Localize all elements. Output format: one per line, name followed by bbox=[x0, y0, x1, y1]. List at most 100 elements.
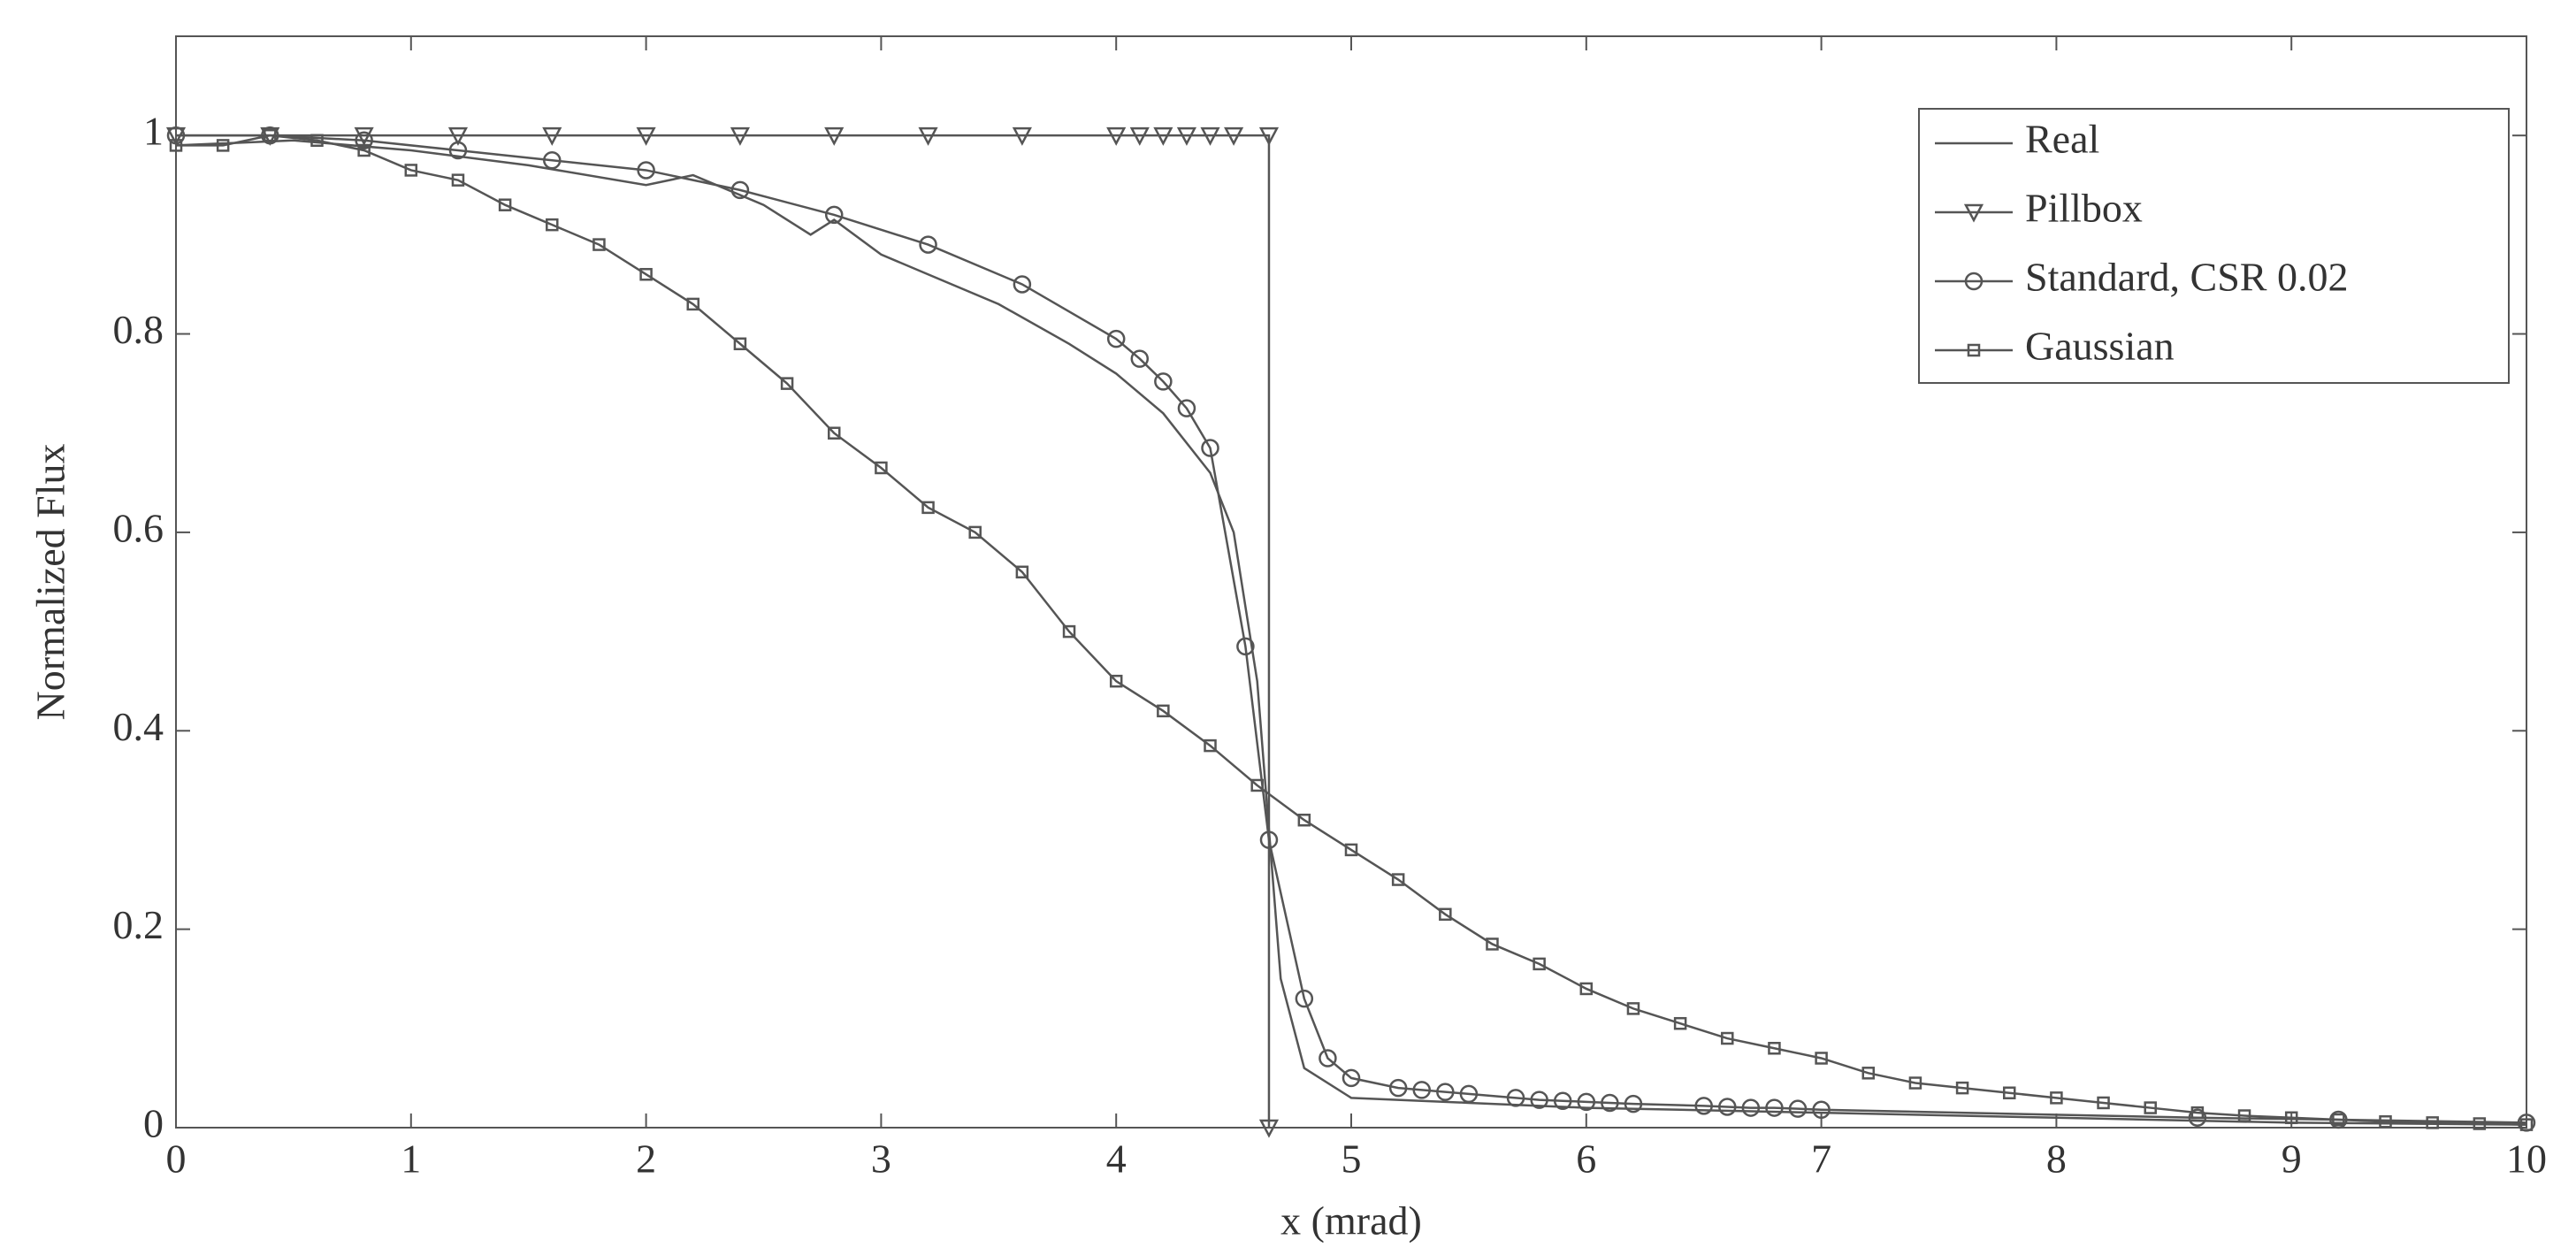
marker-square bbox=[1015, 565, 1029, 579]
marker-square bbox=[1204, 738, 1217, 753]
marker-square bbox=[1955, 1081, 1969, 1095]
marker-square bbox=[1157, 704, 1170, 718]
marker-square bbox=[1062, 624, 1076, 639]
marker-square bbox=[2519, 1118, 2534, 1131]
y-tick-label: 0.4 bbox=[113, 704, 164, 749]
marker-circle bbox=[824, 205, 844, 225]
marker-circle bbox=[1436, 1083, 1455, 1101]
marker-square bbox=[2426, 1116, 2439, 1129]
marker-square bbox=[498, 198, 512, 211]
marker-circle bbox=[1553, 1091, 1572, 1110]
marker-circle bbox=[543, 150, 562, 170]
marker-circle bbox=[1130, 349, 1150, 368]
marker-square bbox=[451, 173, 465, 187]
marker-square bbox=[1768, 1042, 1781, 1055]
x-tick-label: 10 bbox=[2506, 1136, 2547, 1182]
marker-square bbox=[357, 143, 371, 157]
y-axis-label: Normalized Flux bbox=[28, 444, 73, 721]
marker-triangle bbox=[542, 126, 562, 146]
marker-square bbox=[2002, 1086, 2016, 1099]
legend-marker bbox=[1964, 272, 1984, 291]
marker-square bbox=[1815, 1052, 1828, 1065]
x-tick-label: 4 bbox=[1106, 1136, 1127, 1182]
marker-square bbox=[2190, 1106, 2205, 1120]
marker-triangle bbox=[354, 126, 374, 146]
marker-square bbox=[1439, 907, 1452, 922]
marker-circle bbox=[1295, 989, 1314, 1008]
marker-square bbox=[169, 139, 183, 152]
y-tick-label: 0.6 bbox=[113, 505, 164, 550]
marker-circle bbox=[1788, 1099, 1808, 1118]
x-tick-label: 9 bbox=[2282, 1136, 2302, 1182]
marker-circle bbox=[355, 131, 373, 150]
marker-circle bbox=[1388, 1078, 1408, 1098]
marker-square bbox=[827, 426, 841, 440]
marker-triangle bbox=[824, 126, 845, 146]
marker-square bbox=[2332, 1113, 2345, 1127]
marker-square bbox=[1626, 1002, 1640, 1015]
marker-triangle bbox=[1012, 126, 1032, 146]
marker-circle bbox=[730, 180, 750, 200]
marker-circle bbox=[1601, 1093, 1619, 1113]
legend-marker bbox=[1963, 203, 1984, 223]
marker-square bbox=[216, 139, 230, 152]
marker-circle bbox=[166, 126, 186, 145]
marker-circle bbox=[1177, 399, 1196, 417]
legend-box bbox=[1918, 108, 2510, 384]
marker-circle bbox=[1412, 1081, 1431, 1099]
marker-triangle bbox=[730, 126, 750, 146]
marker-triangle bbox=[1176, 126, 1197, 146]
x-tick-label: 6 bbox=[1576, 1136, 1596, 1182]
marker-circle bbox=[1812, 1100, 1831, 1120]
x-tick-label: 2 bbox=[636, 1136, 656, 1182]
marker-circle bbox=[919, 235, 937, 254]
marker-square bbox=[1109, 674, 1123, 688]
marker-square bbox=[2097, 1096, 2110, 1110]
marker-square bbox=[2473, 1117, 2487, 1130]
marker-square bbox=[875, 461, 888, 475]
marker-square bbox=[2144, 1101, 2157, 1114]
marker-square bbox=[733, 337, 747, 351]
marker-square bbox=[1908, 1076, 1922, 1090]
marker-circle bbox=[1013, 275, 1032, 294]
marker-circle bbox=[637, 161, 655, 180]
legend-marker bbox=[1967, 343, 1981, 357]
legend-label: Gaussian bbox=[2025, 324, 2175, 369]
series-line bbox=[176, 134, 2527, 1126]
marker-square bbox=[264, 128, 277, 142]
x-tick-label: 3 bbox=[871, 1136, 891, 1182]
marker-circle bbox=[1459, 1084, 1479, 1104]
marker-square bbox=[1250, 778, 1264, 792]
marker-circle bbox=[1154, 372, 1173, 391]
marker-circle bbox=[1259, 830, 1279, 849]
marker-circle bbox=[1530, 1090, 1548, 1109]
marker-square bbox=[2379, 1115, 2392, 1129]
marker-circle bbox=[1624, 1094, 1643, 1113]
marker-circle bbox=[1765, 1098, 1784, 1117]
marker-square bbox=[2284, 1111, 2298, 1125]
series-line bbox=[175, 139, 2527, 1126]
marker-square bbox=[1297, 813, 1311, 827]
marker-square bbox=[639, 267, 653, 281]
marker-square bbox=[968, 525, 982, 539]
marker-square bbox=[686, 297, 700, 311]
x-tick-label: 8 bbox=[2046, 1136, 2067, 1182]
marker-triangle bbox=[1106, 126, 1127, 146]
marker-circle bbox=[1506, 1089, 1525, 1107]
marker-circle bbox=[1741, 1098, 1761, 1117]
legend-label: Real bbox=[2025, 117, 2099, 162]
marker-circle bbox=[1342, 1068, 1361, 1088]
marker-circle bbox=[1201, 439, 1219, 457]
y-tick-label: 0.8 bbox=[113, 307, 164, 352]
marker-square bbox=[780, 377, 794, 390]
marker-square bbox=[2050, 1091, 2063, 1105]
marker-circle bbox=[1577, 1092, 1596, 1112]
x-tick-label: 1 bbox=[401, 1136, 421, 1182]
marker-square bbox=[546, 218, 559, 232]
marker-square bbox=[921, 501, 935, 515]
marker-circle bbox=[2188, 1108, 2207, 1128]
marker-circle bbox=[1694, 1097, 1713, 1115]
marker-square bbox=[1721, 1031, 1734, 1045]
legend-label: Pillbox bbox=[2025, 186, 2143, 231]
